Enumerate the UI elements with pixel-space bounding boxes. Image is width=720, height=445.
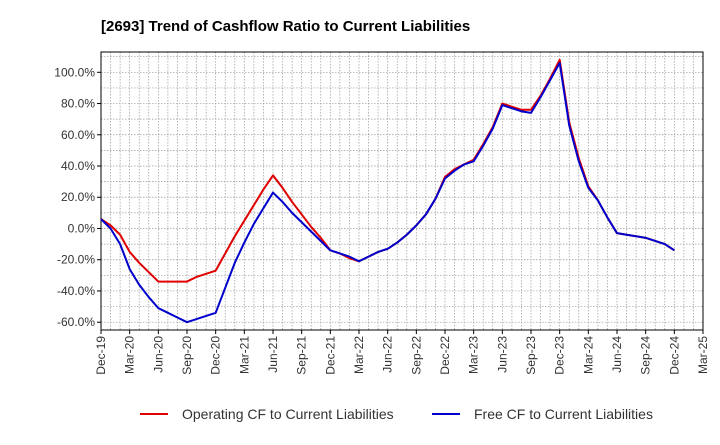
legend: Operating CF to Current Liabilities Free … (140, 406, 653, 422)
x-tick-label: Jun-23 (495, 336, 509, 373)
y-tick-label: -60.0% (57, 315, 95, 329)
y-tick-label: 60.0% (61, 128, 95, 142)
x-tick-label: Mar-25 (696, 336, 710, 374)
series-line (100, 61, 675, 324)
series-lines (100, 58, 675, 324)
x-tick-label: Dec-23 (553, 336, 567, 375)
x-tick-label: Dec-19 (94, 336, 108, 375)
y-tick-label: -20.0% (57, 253, 95, 267)
x-tick-label: Mar-20 (123, 336, 137, 374)
x-tick-label: Jun-21 (266, 336, 280, 373)
x-tick-label: Dec-20 (209, 336, 223, 375)
gridlines (100, 52, 704, 330)
chart-title: [2693] Trend of Cashflow Ratio to Curren… (101, 18, 470, 35)
x-tick-label: Jun-20 (151, 336, 165, 373)
x-tick-label: Sep-21 (295, 336, 309, 375)
legend-label: Free CF to Current Liabilities (474, 406, 653, 422)
x-tick-label: Mar-21 (237, 336, 251, 374)
x-tick-label: Mar-22 (352, 336, 366, 374)
y-tick-label: 100.0% (54, 65, 95, 79)
x-tick-label: Jun-22 (381, 336, 395, 373)
axes: Dec-19 Mar-20 Jun-20 Sep-20 Dec-20 Mar-21 Jun-… (54, 51, 710, 375)
plot-frame (100, 51, 704, 331)
x-tick-label: Dec-22 (438, 336, 452, 375)
y-tick-label: 40.0% (61, 159, 95, 173)
y-tick-label: 20.0% (61, 190, 95, 204)
y-tick-label: 80.0% (61, 97, 95, 111)
x-tick-label: Sep-23 (524, 336, 538, 375)
x-tick-label: Sep-20 (180, 336, 194, 375)
x-tick-label: Sep-22 (409, 336, 423, 375)
x-tick-label: Sep-24 (639, 336, 653, 375)
x-tick-label: Jun-24 (610, 336, 624, 373)
x-tick-label: Dec-24 (667, 336, 681, 375)
x-tick-label: Mar-23 (467, 336, 481, 374)
x-tick-label: Mar-24 (581, 336, 595, 374)
x-tick-label: Dec-21 (323, 336, 337, 375)
legend-label: Operating CF to Current Liabilities (182, 406, 394, 422)
y-tick-label: -40.0% (57, 284, 95, 298)
y-tick-label: 0.0% (68, 221, 96, 235)
